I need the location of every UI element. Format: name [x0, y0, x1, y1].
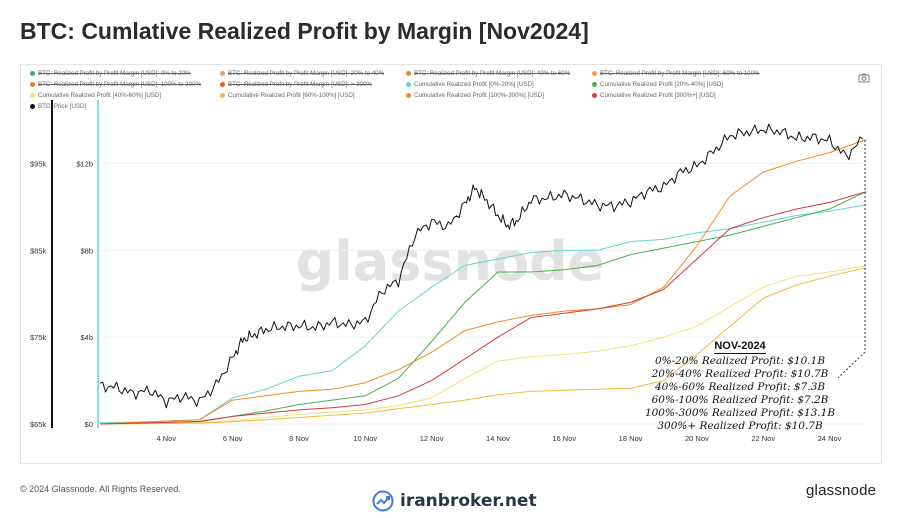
legend-item[interactable]: BTC: Price [USD] — [30, 103, 86, 110]
annotation-box: NOV-2024 0%-20% Realized Profit: $10.1B … — [640, 340, 840, 433]
legend-swatch — [220, 93, 225, 98]
annotation-title: NOV-2024 — [714, 340, 766, 354]
legend-swatch — [220, 82, 225, 87]
legend-label: Cumulative Realized Profit [0%-20%] [USD… — [414, 81, 534, 88]
legend-label: BTC: Realized Profit by Profit Margin [U… — [228, 70, 385, 77]
legend-label: Cumulative Realized Profit [60%-100%] [U… — [228, 92, 355, 99]
y-right-tick-label: $12b — [76, 159, 93, 168]
legend-label: Cumulative Realized Profit [300%+] [USD] — [600, 92, 716, 99]
x-tick-label: 14 Nov — [486, 434, 510, 443]
legend-label: BTC: Realized Profit by Profit Margin [U… — [414, 70, 571, 77]
x-tick-label: 16 Nov — [552, 434, 576, 443]
legend-item[interactable]: BTC: Realized Profit by Profit Margin [U… — [220, 81, 372, 88]
legend-item[interactable]: BTC: Realized Profit by Profit Margin [U… — [220, 70, 384, 77]
legend-item[interactable]: Cumulative Realized Profit [40%-60%] [US… — [30, 92, 161, 99]
y-right-tick-label: $4b — [80, 333, 93, 342]
source-watermark-text: iranbroker.net — [400, 491, 537, 511]
annotation-line: 40%-60% Realized Profit: $7.3B — [654, 381, 826, 393]
legend-label: BTC: Realized Profit by Profit Margin [U… — [38, 81, 202, 88]
brand-logo: glassnode — [806, 482, 877, 499]
price-line — [99, 123, 864, 409]
legend-swatch — [30, 93, 35, 98]
annotation-line: 60%-100% Realized Profit: $7.2B — [651, 394, 829, 406]
legend-item[interactable]: Cumulative Realized Profit [100%-300%] [… — [406, 92, 544, 99]
legend-item[interactable]: Cumulative Realized Profit [300%+] [USD] — [592, 92, 716, 99]
legend-label: BTC: Price [USD] — [38, 103, 87, 110]
y-left-tick-label: $65k — [30, 420, 47, 429]
legend-item[interactable]: Cumulative Realized Profit [60%-100%] [U… — [220, 92, 355, 99]
legend-item[interactable]: BTC: Realized Profit by Profit Margin [U… — [30, 70, 191, 77]
legend-swatch — [592, 93, 597, 98]
copyright-text: © 2024 Glassnode. All Rights Reserved. — [20, 484, 181, 494]
x-tick-label: 10 Nov — [353, 434, 377, 443]
y-left-tick-label: $75k — [30, 333, 47, 342]
legend-swatch — [30, 104, 35, 109]
x-tick-label: 18 Nov — [619, 434, 643, 443]
chart-frame — [20, 64, 882, 464]
y-right-tick-label: $0 — [85, 420, 93, 429]
legend-swatch — [406, 93, 411, 98]
legend-label: BTC: Realized Profit by Profit Margin [U… — [600, 70, 760, 77]
x-tick-label: 22 Nov — [751, 434, 775, 443]
legend-swatch — [406, 82, 411, 87]
x-tick-label: 20 Nov — [685, 434, 709, 443]
annotation-line: 100%-300% Realized Profit: $13.1B — [644, 407, 836, 419]
y-left-tick-label: $95k — [30, 159, 47, 168]
series-line-3 — [99, 267, 867, 425]
legend-swatch — [592, 82, 597, 87]
x-tick-label: 6 Nov — [223, 434, 243, 443]
page-title: BTC: Cumlative Realized Profit by Margin… — [20, 18, 589, 44]
annotation-line: 20%-40% Realized Profit: $10.7B — [651, 368, 829, 380]
series-line-2 — [99, 265, 867, 425]
y-left-tick-label: $85k — [30, 246, 47, 255]
x-tick-label: 24 Nov — [818, 434, 842, 443]
chart-logo-icon — [372, 490, 394, 512]
legend-label: Cumulative Realized Profit [40%-60%] [US… — [38, 92, 162, 99]
legend-item[interactable]: Cumulative Realized Profit [20%-40%] [US… — [592, 81, 723, 88]
series-line-4 — [99, 139, 867, 425]
legend-swatch — [30, 82, 35, 87]
x-tick-label: 4 Nov — [157, 434, 177, 443]
legend-item[interactable]: BTC: Realized Profit by Profit Margin [U… — [406, 70, 570, 77]
annotation-line: 0%-20% Realized Profit: $10.1B — [654, 355, 826, 367]
camera-icon[interactable] — [858, 72, 870, 84]
series-line-5 — [99, 191, 867, 425]
legend-swatch — [30, 71, 35, 76]
legend-label: Cumulative Realized Profit [20%-40%] [US… — [600, 81, 724, 88]
legend-item[interactable]: Cumulative Realized Profit [0%-20%] [USD… — [406, 81, 534, 88]
legend-item[interactable]: BTC: Realized Profit by Profit Margin [U… — [30, 81, 201, 88]
source-watermark: iranbroker.net — [372, 490, 537, 512]
series-line-1 — [99, 191, 867, 425]
legend-swatch — [220, 71, 225, 76]
annotation-line: 300%+ Realized Profit: $10.7B — [657, 420, 823, 432]
series-line-0 — [99, 204, 867, 424]
center-watermark: glassnode — [296, 230, 605, 293]
annotation-leader — [837, 351, 866, 379]
legend-label: Cumulative Realized Profit [100%-300%] [… — [414, 92, 544, 99]
x-tick-label: 8 Nov — [289, 434, 309, 443]
legend-item[interactable]: BTC: Realized Profit by Profit Margin [U… — [592, 70, 760, 77]
legend-label: BTC: Realized Profit by Profit Margin [U… — [38, 70, 191, 77]
legend-label: BTC: Realized Profit by Profit Margin [U… — [228, 81, 372, 88]
legend-swatch — [406, 71, 411, 76]
legend-swatch — [592, 71, 597, 76]
x-tick-label: 12 Nov — [420, 434, 444, 443]
y-right-tick-label: $8b — [80, 246, 93, 255]
